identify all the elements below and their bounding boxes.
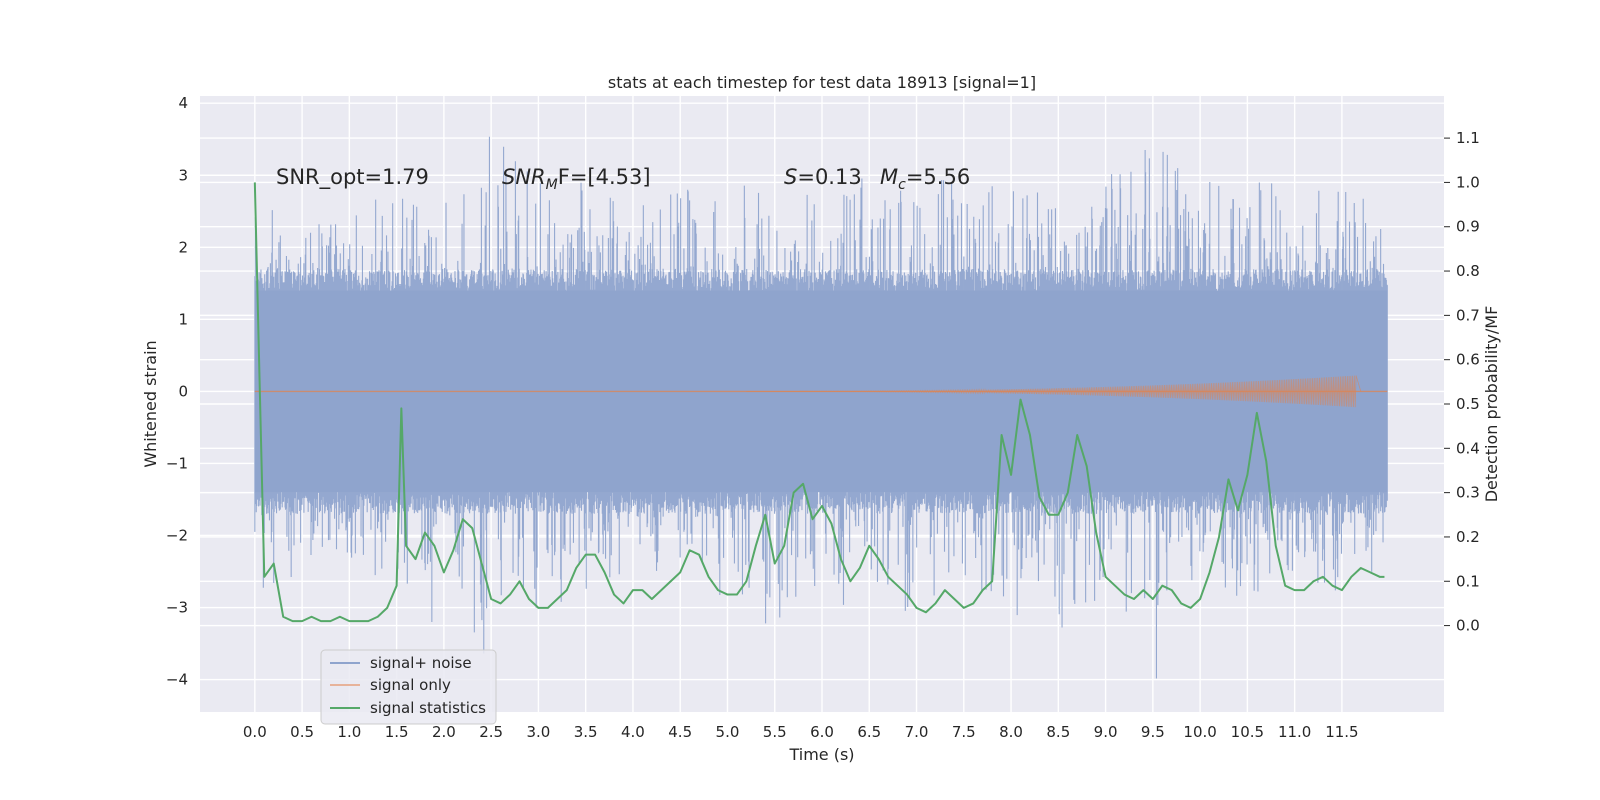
y-tick-label: 1 [178,310,188,328]
y-axis-ticks: 4 3 2 1 0 −1 −2 −3 −4 [166,94,188,688]
y2-tick-label: 0.2 [1456,528,1480,546]
annotation-snr-mf-var: SNR [502,165,546,189]
y2-tick-label: 0.8 [1456,262,1480,280]
x-tick-label: 6.0 [810,723,834,741]
signal-only-series [254,375,1388,408]
y2-tick-label: 0.1 [1456,572,1480,590]
y-tick-label: 0 [178,382,188,400]
y2-tick-label: 0.3 [1456,484,1480,502]
y-tick-label: 4 [178,94,188,112]
y-tick-label: −2 [166,526,188,544]
x-tick-label: 5.0 [716,723,740,741]
x-tick-label: 2.5 [479,723,503,741]
annotation-mc-var: M [880,165,898,189]
y-tick-label: −1 [166,454,188,472]
x-tick-label: 10.0 [1183,723,1216,741]
legend-label-signal-only: signal only [370,676,451,694]
y-tick-label: −3 [166,599,188,617]
x-tick-label: 0.5 [290,723,314,741]
x-tick-label: 5.5 [763,723,787,741]
y-tick-label: 3 [178,166,188,184]
annotation-s-var: S [784,165,797,189]
y2-tick-label: 0.6 [1456,351,1480,369]
signal-statistics-line [253,182,1385,623]
x-tick-label: 11.5 [1325,723,1358,741]
x-tick-label: 3.0 [526,723,550,741]
x-axis-label: Time (s) [788,745,854,764]
x-tick-label: 11.0 [1278,723,1311,741]
x-tick-label: 0.0 [243,723,267,741]
y2-tick-label: 0.0 [1456,617,1480,635]
annotation-snr-mf-sub: M [546,177,558,193]
annotation-snr-mf: SNRMF=[4.53] [502,165,651,193]
y2-tick-label: 0.7 [1456,306,1480,324]
y-tick-label: −4 [166,671,188,689]
y2-tick-label: 0.4 [1456,439,1480,457]
legend: signal+ noise signal only signal statist… [320,649,497,725]
x-tick-label: 8.0 [999,723,1023,741]
x-tick-label: 9.5 [1141,723,1165,741]
annotation-s: S=0.13 [784,165,862,189]
y-tick-label: 2 [178,238,188,256]
annotation-snr-mf-rest: F=[4.53] [558,165,651,189]
y-axis-label: Whitened strain [141,340,160,467]
annotation-mc-rest: =5.56 [906,165,970,189]
x-tick-label: 8.5 [1046,723,1070,741]
annotation-s-rest: =0.13 [797,165,861,189]
x-tick-label: 4.5 [668,723,692,741]
x-axis-ticks: 0.0 0.5 1.0 1.5 2.0 2.5 3.0 3.5 4.0 4.5 5.0 5.5 6.0 6… [243,723,1359,741]
legend-label-signal-statistics: signal statistics [370,699,486,717]
x-tick-label: 6.5 [857,723,881,741]
y2-axis-label: Detection probability/MF [1482,306,1501,503]
x-tick-label: 7.0 [905,723,929,741]
y2-tick-label: 0.9 [1456,218,1480,236]
x-tick-label: 7.5 [952,723,976,741]
signal-only-chirp [746,375,1362,408]
x-tick-label: 10.5 [1231,723,1264,741]
annotation-mc-sub: c [898,177,906,193]
x-tick-label: 3.5 [574,723,598,741]
annotation-mc: Mc=5.56 [880,165,970,193]
annotation-snr-opt: SNR_opt=1.79 [276,165,429,190]
y2-tick-label: 1.0 [1456,173,1480,191]
x-tick-label: 1.5 [385,723,409,741]
legend-label-signal-noise: signal+ noise [370,654,472,672]
legend-box [320,649,497,725]
y2-tick-label: 0.5 [1456,395,1480,413]
x-tick-label: 9.0 [1094,723,1118,741]
x-tick-label: 1.0 [337,723,361,741]
y2-axis-ticks: 1.1 1.0 0.9 0.8 0.7 0.6 0.5 0.4 0.3 0.2 0.1 0.0 [1444,129,1480,635]
signal-statistics-series [253,182,1385,623]
y2-tick-label: 1.1 [1456,129,1480,147]
chart-title: stats at each timestep for test data 189… [608,73,1036,92]
x-tick-label: 4.0 [621,723,645,741]
x-tick-label: 2.0 [432,723,456,741]
